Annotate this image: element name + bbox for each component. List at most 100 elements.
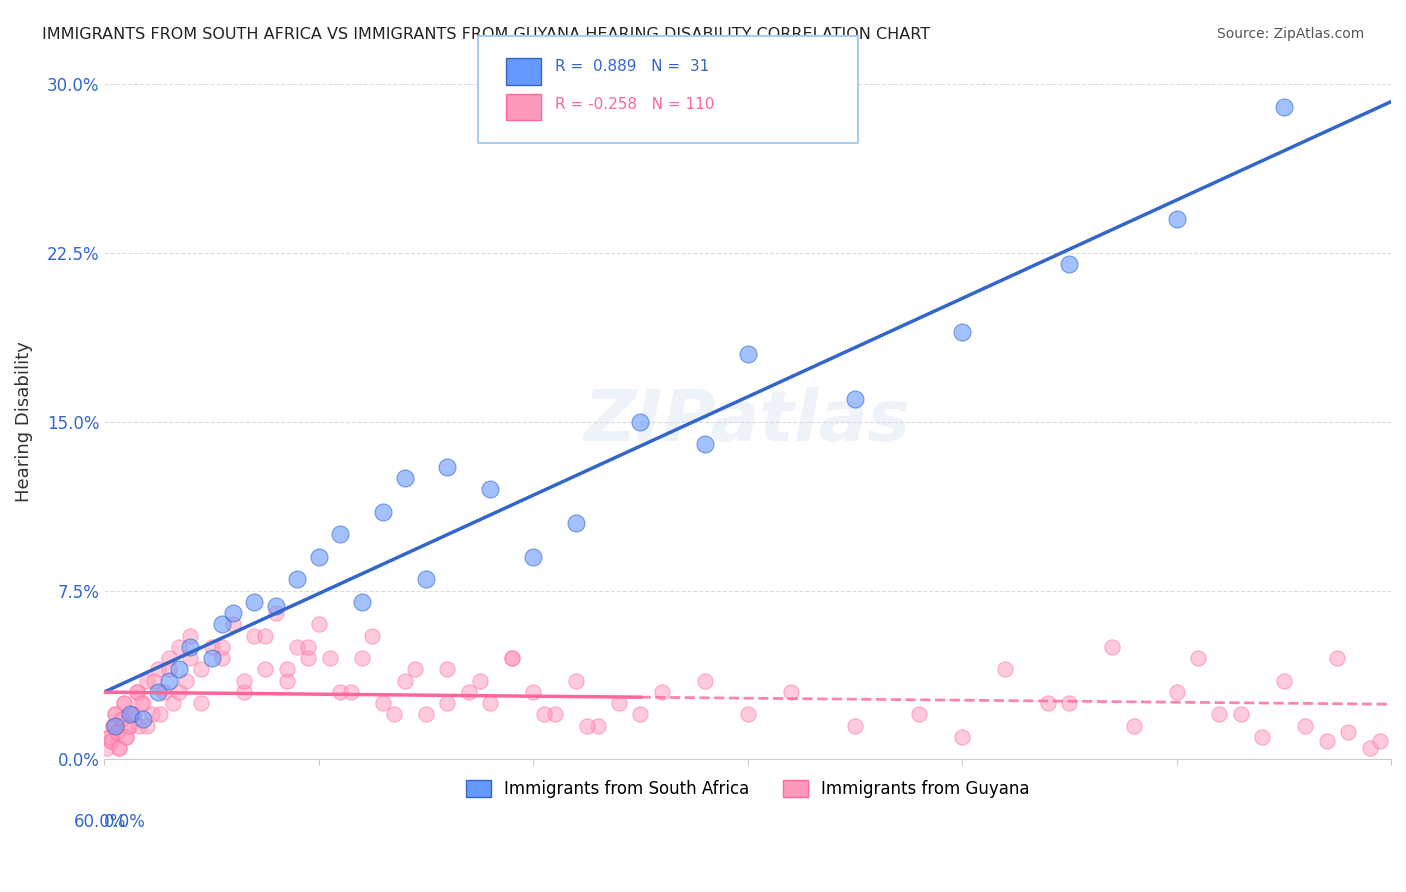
Text: 60.0%: 60.0% bbox=[73, 814, 125, 831]
Point bbox=[97, 730, 120, 744]
Point bbox=[114, 730, 136, 744]
Point bbox=[607, 696, 630, 710]
Point bbox=[142, 673, 165, 688]
Point bbox=[108, 741, 131, 756]
Point bbox=[136, 719, 159, 733]
Point bbox=[211, 640, 233, 654]
Point bbox=[157, 673, 180, 688]
Point bbox=[950, 730, 973, 744]
Point bbox=[146, 685, 169, 699]
Point bbox=[110, 712, 132, 726]
Point bbox=[104, 707, 127, 722]
Point bbox=[308, 617, 330, 632]
Point bbox=[100, 734, 122, 748]
Point bbox=[1272, 100, 1295, 114]
Point bbox=[436, 459, 458, 474]
Point bbox=[565, 673, 588, 688]
Point bbox=[501, 651, 523, 665]
Point bbox=[1122, 719, 1144, 733]
Point bbox=[276, 673, 298, 688]
Point bbox=[844, 719, 866, 733]
Point bbox=[232, 673, 254, 688]
Point bbox=[950, 325, 973, 339]
Point bbox=[169, 663, 191, 677]
Point bbox=[141, 707, 163, 722]
Point bbox=[737, 707, 759, 722]
Point bbox=[190, 696, 212, 710]
Point bbox=[108, 741, 131, 756]
Point bbox=[96, 741, 118, 756]
Point bbox=[285, 573, 308, 587]
Point bbox=[128, 719, 150, 733]
Point bbox=[737, 347, 759, 361]
Point bbox=[125, 685, 148, 699]
Point bbox=[169, 685, 191, 699]
Point bbox=[222, 606, 245, 620]
Point bbox=[110, 712, 132, 726]
Point bbox=[254, 663, 277, 677]
Point bbox=[1166, 685, 1188, 699]
Point bbox=[586, 719, 609, 733]
Point bbox=[105, 725, 128, 739]
Point bbox=[1369, 734, 1392, 748]
Text: 0.0%: 0.0% bbox=[104, 814, 146, 831]
Point bbox=[243, 595, 266, 609]
Point bbox=[382, 707, 405, 722]
Point bbox=[121, 707, 143, 722]
Point bbox=[1036, 696, 1059, 710]
Point bbox=[340, 685, 363, 699]
Point bbox=[120, 707, 142, 722]
Point bbox=[211, 651, 233, 665]
Point bbox=[179, 629, 201, 643]
Point bbox=[522, 549, 544, 564]
Point bbox=[329, 685, 352, 699]
Text: R = -0.258   N = 110: R = -0.258 N = 110 bbox=[555, 97, 714, 112]
Point bbox=[179, 651, 201, 665]
Point bbox=[125, 685, 148, 699]
Point bbox=[361, 629, 384, 643]
Point bbox=[153, 685, 176, 699]
Point bbox=[285, 640, 308, 654]
Point bbox=[1166, 212, 1188, 227]
Point bbox=[1059, 257, 1081, 271]
Point bbox=[844, 392, 866, 407]
Point bbox=[468, 673, 491, 688]
Point bbox=[132, 696, 155, 710]
Point bbox=[1230, 707, 1253, 722]
Point bbox=[693, 673, 716, 688]
Point bbox=[179, 640, 201, 654]
Point bbox=[544, 707, 567, 722]
Point bbox=[200, 640, 222, 654]
Point bbox=[350, 595, 373, 609]
Point bbox=[105, 725, 128, 739]
Point bbox=[112, 696, 135, 710]
Point bbox=[162, 696, 184, 710]
Point bbox=[908, 707, 931, 722]
Point bbox=[101, 719, 124, 733]
Point bbox=[117, 719, 139, 733]
Point bbox=[1337, 725, 1360, 739]
Point bbox=[101, 719, 124, 733]
Point bbox=[146, 663, 169, 677]
Point bbox=[200, 651, 222, 665]
Point bbox=[693, 437, 716, 451]
Point bbox=[1251, 730, 1274, 744]
Point bbox=[157, 663, 180, 677]
Point bbox=[157, 651, 180, 665]
Point bbox=[211, 617, 233, 632]
Point bbox=[350, 651, 373, 665]
Point bbox=[1208, 707, 1230, 722]
Point bbox=[533, 707, 555, 722]
Point bbox=[1316, 734, 1339, 748]
Point bbox=[276, 663, 298, 677]
Point bbox=[404, 663, 426, 677]
Point bbox=[779, 685, 801, 699]
Point bbox=[297, 640, 319, 654]
Point bbox=[264, 599, 287, 614]
Point bbox=[1187, 651, 1209, 665]
Point bbox=[104, 707, 127, 722]
Point bbox=[1294, 719, 1316, 733]
Point bbox=[373, 505, 395, 519]
Point bbox=[415, 573, 437, 587]
Point bbox=[297, 651, 319, 665]
